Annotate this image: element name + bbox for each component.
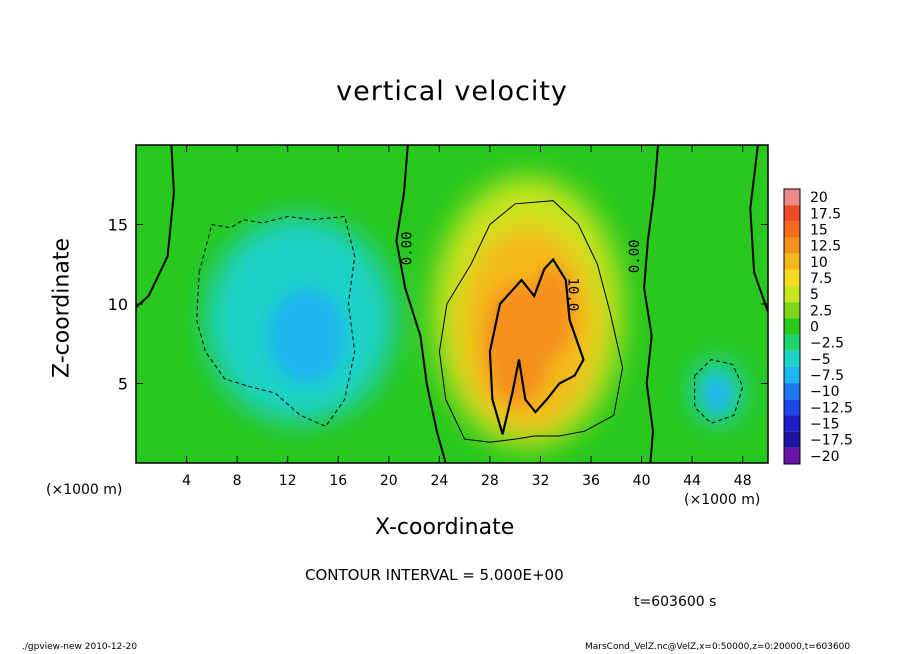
- y-tick-label: 15: [108, 216, 128, 235]
- x-unit-label-left: (×1000 m): [46, 482, 123, 498]
- x-tick-label: 36: [582, 473, 600, 489]
- contour-label: 0.00: [400, 231, 416, 265]
- y-axis-label: Z-coordinate: [49, 238, 75, 378]
- downdraft-right-core: [704, 375, 731, 414]
- colorbar-segment: [784, 302, 800, 319]
- colorbar-segment: [784, 318, 800, 335]
- x-tick-label: 40: [633, 473, 651, 489]
- ten-contour: [488, 257, 585, 435]
- colorbar-label: −10: [810, 384, 840, 400]
- x-tick-label: 28: [481, 473, 499, 489]
- updraft-core-right: [527, 267, 574, 357]
- contour-lines: [136, 145, 768, 463]
- colorbar-label: 12.5: [810, 239, 841, 255]
- colorbar-label: 7.5: [810, 271, 832, 287]
- x-unit-label-right: (×1000 m): [684, 492, 761, 508]
- y-axis: 5 10 15: [108, 216, 768, 394]
- y-tick-label: 5: [118, 375, 128, 394]
- x-tick-label: 12: [279, 473, 297, 489]
- colorbar-label: 0: [810, 320, 819, 336]
- colorbar-frame: [783, 188, 801, 465]
- downdraft-core: [268, 288, 345, 384]
- neg-five-contour-right: [694, 359, 744, 424]
- x-axis-label: X-coordinate: [375, 515, 515, 540]
- colorbar-label: −5: [810, 352, 831, 368]
- neg-five-contour: [196, 215, 356, 428]
- colorbar-segment: [784, 205, 800, 222]
- colorbar-label: −15: [810, 417, 840, 433]
- x-tick-label: 44: [683, 473, 701, 489]
- colorbar-label: 20: [810, 190, 828, 206]
- colorbar-segment: [784, 334, 800, 351]
- x-tick-label: 48: [734, 473, 752, 489]
- zero-contour-center: [395, 145, 447, 463]
- contour-interval-text: CONTOUR INTERVAL = 5.000E+00: [305, 566, 564, 584]
- footer-left: ./gpview-new 2010-12-20: [22, 642, 138, 652]
- colorbar: 2017.51512.5107.552.50−2.5−5−7.5−10−12.5…: [783, 188, 853, 465]
- colorbar-segment: [784, 431, 800, 448]
- five-contour: [438, 200, 624, 443]
- colorbar-label: 17.5: [810, 206, 841, 222]
- colorbar-label: −7.5: [810, 368, 844, 384]
- zero-contour-edge: [749, 145, 768, 313]
- colorbar-label: 2.5: [810, 303, 832, 319]
- colorbar-label: 15: [810, 222, 828, 238]
- x-tick-label: 24: [430, 473, 448, 489]
- colorbar-label: −17.5: [810, 433, 853, 449]
- colorbar-segment: [784, 415, 800, 432]
- colorbar-segment: [784, 286, 800, 303]
- colorbar-segment: [784, 366, 800, 384]
- x-tick-label: 32: [532, 473, 550, 489]
- colorbar-segment: [784, 383, 800, 400]
- x-tick-label: 16: [329, 473, 347, 489]
- velocity-field: [136, 145, 768, 463]
- colorbar-label: −2.5: [810, 336, 844, 352]
- field-core-layer: [268, 267, 731, 414]
- time-stamp: t=603600 s: [634, 594, 717, 610]
- colorbar-segment: [784, 237, 800, 254]
- colorbar-label: 10: [810, 255, 828, 271]
- zero-contour-right: [643, 145, 659, 463]
- colorbar-segment: [784, 253, 800, 270]
- chart-title: vertical velocity: [336, 76, 568, 107]
- x-tick-label: 4: [182, 473, 191, 489]
- x-tick-label: 20: [380, 473, 398, 489]
- colorbar-segment: [784, 399, 800, 416]
- colorbar-segment: [784, 221, 800, 238]
- zero-contour-left: [136, 145, 175, 308]
- colorbar-segment: [784, 269, 800, 287]
- contour-label: 10.0: [564, 278, 580, 312]
- colorbar-segment: [784, 189, 800, 206]
- contour-label: 0.00: [627, 239, 643, 273]
- x-axis: 4 8 12 16 20 24 28 32 36 40 44 48: [182, 145, 752, 489]
- contour-labels: 0.00 0.00 10.0: [400, 231, 644, 311]
- y-tick-label: 10: [108, 295, 128, 314]
- footer-right: MarsCond_VelZ.nc@VelZ,x=0:50000,z=0:2000…: [585, 642, 851, 652]
- x-tick-label: 8: [233, 473, 242, 489]
- colorbar-label: 5: [810, 287, 819, 303]
- colorbar-label: −12.5: [810, 400, 853, 416]
- colorbar-segment: [784, 447, 800, 464]
- colorbar-label: −20: [810, 449, 840, 465]
- colorbar-segment: [784, 350, 800, 367]
